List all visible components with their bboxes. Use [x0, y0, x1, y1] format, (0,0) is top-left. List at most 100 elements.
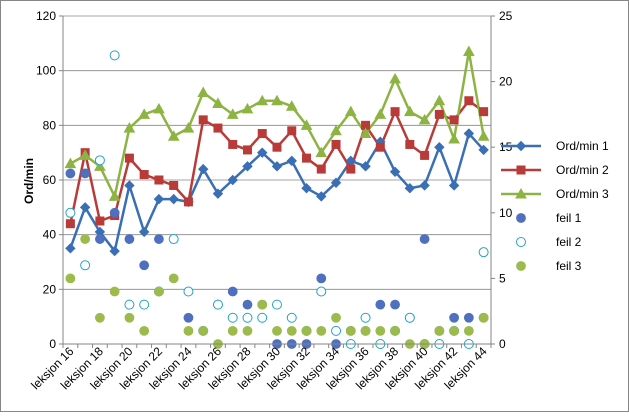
- point-ord-min-1: [404, 182, 416, 194]
- point-feil-3: [301, 325, 312, 336]
- point-ord-min-2: [242, 145, 252, 155]
- point-feil-3: [331, 312, 341, 323]
- point-feil-2: [65, 207, 76, 218]
- point-feil-3: [345, 325, 356, 336]
- point-ord-min-2: [228, 139, 238, 149]
- y2-tick-label: 0: [499, 337, 506, 351]
- point-feil-3: [257, 299, 268, 310]
- point-feil-1: [227, 286, 238, 297]
- point-feil-1: [124, 234, 135, 244]
- point-ord-min-2: [65, 219, 75, 229]
- point-feil-1: [242, 299, 253, 310]
- point-ord-min-3: [418, 113, 431, 125]
- point-feil-2: [272, 299, 282, 310]
- point-ord-min-2: [272, 142, 282, 152]
- point-ord-min-3: [463, 45, 475, 57]
- point-ord-min-1: [463, 128, 475, 139]
- point-feil-3: [316, 325, 327, 336]
- point-ord-min-2: [420, 150, 430, 160]
- point-ord-min-1: [138, 226, 150, 238]
- point-ord-min-2: [95, 216, 105, 226]
- point-feil-3: [463, 325, 474, 336]
- y-tick-label: 120: [36, 9, 56, 23]
- point-ord-min-3: [374, 108, 387, 119]
- point-feil-3: [360, 325, 371, 336]
- legend: Ord/min 1 Ord/min 2 Ord/min 3 feil 1 feil 2 f…: [501, 139, 609, 273]
- point-feil-2: [139, 299, 150, 310]
- point-ord-min-3: [448, 132, 460, 144]
- point-feil-3: [198, 325, 209, 336]
- point-feil-3: [80, 234, 91, 244]
- point-ord-min-1: [434, 141, 445, 153]
- point-ord-min-2: [198, 115, 208, 125]
- point-ord-min-2: [346, 164, 356, 174]
- point-ord-min-1: [419, 180, 430, 191]
- point-ord-min-2: [183, 197, 193, 207]
- point-feil-3: [390, 325, 400, 336]
- y-tick-label: 0: [49, 337, 56, 351]
- point-ord-min-2: [213, 123, 223, 133]
- point-ord-min-3: [167, 130, 180, 141]
- point-feil-3: [375, 325, 386, 336]
- point-ord-min-2: [434, 109, 444, 119]
- point-feil-2: [331, 325, 342, 336]
- point-ord-min-2: [287, 126, 297, 136]
- point-ord-min-1: [316, 191, 327, 202]
- point-feil-3: [168, 273, 179, 284]
- point-ord-min-2: [154, 175, 164, 185]
- point-ord-min-1: [212, 188, 224, 199]
- point-ord-min-3: [403, 105, 416, 117]
- point-ord-min-3: [108, 190, 121, 201]
- point-ord-min-3: [94, 160, 106, 171]
- point-ord-min-3: [212, 97, 224, 108]
- point-ord-min-2: [331, 139, 341, 149]
- point-ord-min-1: [448, 180, 460, 191]
- point-feil-2: [360, 312, 371, 323]
- legend-label-feil-3: feil 3: [556, 259, 582, 273]
- point-ord-min-1: [242, 161, 253, 172]
- point-ord-min-3: [64, 157, 77, 169]
- point-feil-3: [124, 312, 135, 323]
- y2-tick-label: 5: [499, 271, 506, 285]
- point-ord-min-2: [405, 139, 415, 149]
- point-feil-2: [94, 155, 105, 166]
- legend-marker-ord-min-3: [515, 187, 527, 199]
- legend-label-feil-2: feil 2: [556, 235, 582, 249]
- point-feil-1: [94, 234, 105, 244]
- point-ord-min-3: [138, 108, 151, 119]
- legend-marker-ord-min-1: [515, 140, 527, 152]
- point-feil-3: [154, 286, 164, 297]
- point-feil-1: [139, 260, 150, 271]
- point-ord-min-3: [123, 122, 136, 133]
- y2-tick-label: 20: [499, 75, 513, 89]
- point-ord-min-3: [359, 127, 372, 139]
- point-feil-1: [375, 299, 386, 310]
- point-feil-3: [227, 325, 238, 336]
- point-feil-1: [390, 299, 400, 310]
- point-feil-2: [316, 286, 327, 297]
- legend-label-ord-min-1: Ord/min 1: [556, 139, 609, 153]
- point-ord-min-3: [197, 86, 210, 98]
- point-ord-min-3: [344, 105, 357, 117]
- point-feil-2: [80, 260, 91, 271]
- point-feil-1: [419, 234, 430, 244]
- point-feil-3: [449, 325, 460, 336]
- point-feil-2: [183, 286, 194, 297]
- point-feil-1: [65, 168, 76, 179]
- point-ord-min-2: [257, 129, 267, 139]
- point-ord-min-1: [330, 177, 342, 188]
- point-ord-min-2: [302, 153, 312, 163]
- point-feil-2: [257, 312, 268, 323]
- legend-label-feil-1: feil 1: [556, 211, 582, 225]
- point-feil-2: [168, 234, 179, 245]
- point-feil-3: [286, 325, 297, 336]
- point-ord-min-1: [286, 155, 297, 167]
- point-ord-min-3: [256, 94, 269, 106]
- y-tick-label: 40: [43, 228, 57, 242]
- point-ord-min-1: [197, 163, 209, 175]
- y-tick-label: 20: [43, 282, 57, 296]
- point-ord-min-2: [316, 164, 326, 174]
- point-feil-3: [183, 325, 194, 336]
